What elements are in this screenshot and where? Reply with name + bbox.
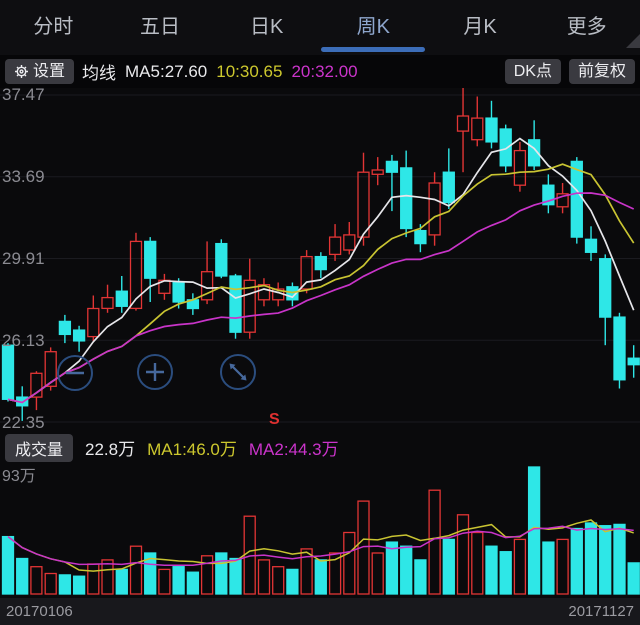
settings-label: 设置 xyxy=(33,62,66,80)
volume-ma2-value: MA2:44.3万 xyxy=(248,440,339,459)
date-end: 20171127 xyxy=(568,603,634,620)
legend-ma10: 10:30.65 xyxy=(216,61,283,81)
volume-header: 成交量 22.8万 MA1:46.0万 MA2:44.3万 xyxy=(0,433,640,462)
legend-ma20: 20:32.00 xyxy=(291,61,358,81)
expand-button[interactable] xyxy=(219,353,257,391)
zoom-out-button[interactable] xyxy=(56,354,94,392)
ma-legend: 均线 MA5:27.60 10:30.65 20:32.00 xyxy=(82,59,358,84)
sell-signal-marker: S xyxy=(269,411,280,428)
forward-adjust-button[interactable]: 前复权 xyxy=(568,58,635,85)
dk-points-button[interactable]: DK点 xyxy=(504,58,561,85)
tab-更多[interactable]: 更多 xyxy=(566,16,607,38)
volume-ma1-value: MA1:46.0万 xyxy=(147,440,237,459)
tab-月K[interactable]: 月K xyxy=(463,16,497,38)
volume-bars-layer xyxy=(1,466,640,595)
expand-arrows-icon xyxy=(229,363,247,381)
date-start: 20170106 xyxy=(6,603,73,620)
tab-周K[interactable]: 周K xyxy=(320,0,427,55)
gear-icon xyxy=(15,65,28,78)
period-tab-bar: 分时 五日 日K 周K 月K 更多 xyxy=(0,0,640,55)
tab-分时[interactable]: 分时 xyxy=(33,16,74,38)
legend-ma5: MA5:27.60 xyxy=(125,61,208,81)
date-axis: 20170106 20171127 xyxy=(0,598,640,625)
tab-五日[interactable]: 五日 xyxy=(140,16,180,38)
plus-icon xyxy=(146,363,164,381)
volume-title-button[interactable]: 成交量 xyxy=(5,433,74,462)
candlestick-svg xyxy=(0,88,640,423)
zoom-in-button[interactable] xyxy=(136,353,174,391)
volume-ma-lines-layer xyxy=(7,519,634,572)
legend-prefix: 均线 xyxy=(82,64,117,83)
volume-chart[interactable]: 93万 xyxy=(0,460,640,598)
chart-toolbar: 设置 均线 MA5:27.60 10:30.65 20:32.00 DK点 前复… xyxy=(0,55,640,88)
candlestick-chart[interactable]: 37.47 33.69 29.91 26.13 22.35 S xyxy=(0,85,640,435)
tab-日K[interactable]: 日K xyxy=(250,16,284,38)
active-tab-underline xyxy=(321,47,426,52)
ma-lines-layer xyxy=(7,137,635,404)
volume-svg xyxy=(1,466,640,595)
candles-layer xyxy=(1,88,640,421)
corner-triangle-icon xyxy=(626,34,640,48)
volume-current-value: 22.8万 xyxy=(85,440,136,459)
settings-button[interactable]: 设置 xyxy=(5,58,75,85)
